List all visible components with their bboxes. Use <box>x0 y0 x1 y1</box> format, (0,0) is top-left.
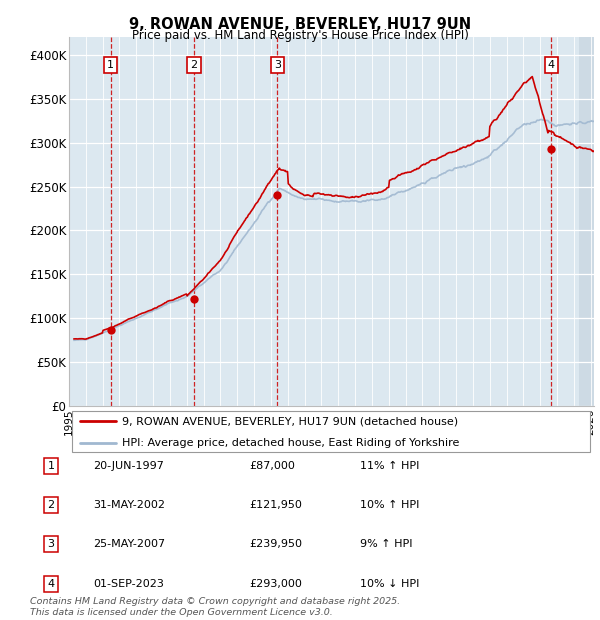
Text: 9, ROWAN AVENUE, BEVERLEY, HU17 9UN (detached house): 9, ROWAN AVENUE, BEVERLEY, HU17 9UN (det… <box>121 416 458 427</box>
Text: £239,950: £239,950 <box>249 539 302 549</box>
Text: 10% ↑ HPI: 10% ↑ HPI <box>360 500 419 510</box>
Text: 3: 3 <box>47 539 55 549</box>
Text: HPI: Average price, detached house, East Riding of Yorkshire: HPI: Average price, detached house, East… <box>121 438 459 448</box>
Text: 20-JUN-1997: 20-JUN-1997 <box>93 461 164 471</box>
Text: 9% ↑ HPI: 9% ↑ HPI <box>360 539 413 549</box>
Text: 11% ↑ HPI: 11% ↑ HPI <box>360 461 419 471</box>
Text: Contains HM Land Registry data © Crown copyright and database right 2025.
This d: Contains HM Land Registry data © Crown c… <box>30 598 400 617</box>
Text: 2: 2 <box>190 60 197 70</box>
Bar <box>579 37 594 406</box>
Text: 31-MAY-2002: 31-MAY-2002 <box>93 500 165 510</box>
Text: £121,950: £121,950 <box>249 500 302 510</box>
Text: 4: 4 <box>548 60 555 70</box>
Text: 25-MAY-2007: 25-MAY-2007 <box>93 539 165 549</box>
Text: 3: 3 <box>274 60 281 70</box>
Text: 2: 2 <box>47 500 55 510</box>
Text: 01-SEP-2023: 01-SEP-2023 <box>93 579 164 589</box>
Text: 9, ROWAN AVENUE, BEVERLEY, HU17 9UN: 9, ROWAN AVENUE, BEVERLEY, HU17 9UN <box>129 17 471 32</box>
Text: 1: 1 <box>107 60 114 70</box>
Text: £87,000: £87,000 <box>249 461 295 471</box>
Text: Price paid vs. HM Land Registry's House Price Index (HPI): Price paid vs. HM Land Registry's House … <box>131 29 469 42</box>
Text: 4: 4 <box>47 579 55 589</box>
Text: 10% ↓ HPI: 10% ↓ HPI <box>360 579 419 589</box>
Text: £293,000: £293,000 <box>249 579 302 589</box>
FancyBboxPatch shape <box>71 412 590 451</box>
Text: 1: 1 <box>47 461 55 471</box>
